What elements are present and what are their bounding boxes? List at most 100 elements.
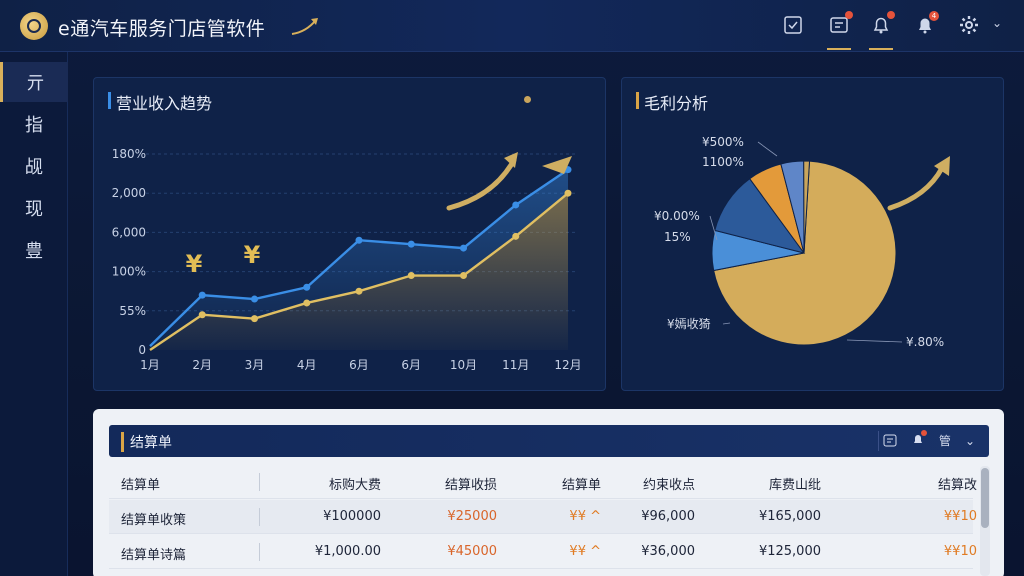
y-tick-label: 180% (112, 147, 146, 161)
sidebar: 亓 指 觇 现 豊 (0, 52, 68, 576)
trend-arrow-head (934, 156, 950, 176)
y-tick-label: 2,000 (112, 186, 146, 200)
table-cell: ¥36,000 (641, 544, 695, 559)
data-point (355, 236, 363, 244)
bell-badge (920, 430, 927, 436)
table-cell: ¥¥10 (943, 544, 977, 559)
yen-annotation: ¥ (244, 241, 261, 269)
table-cell: ¥25000 (447, 509, 497, 524)
leader-line (757, 141, 778, 157)
top-header: e通汽车服务门店管软件 4 ⌄ (0, 0, 1024, 52)
gear-icon[interactable] (958, 14, 980, 36)
data-point (251, 295, 258, 303)
table-scrollbar-thumb[interactable] (981, 468, 989, 528)
table-row[interactable]: 结算单收策 ¥100000 ¥25000 ¥¥ ^ ¥96,000 ¥165,000 ¥¥1… (109, 500, 977, 534)
x-tick-label: 10月 (450, 358, 477, 372)
pie-label: ¥.80% (906, 335, 944, 349)
table-cell: 结算单收策 (121, 513, 187, 528)
column-divider (259, 543, 260, 561)
table-header-row: 结算单 标购大费 结算收损 结算单 约束收点 库费山纰 结算改 (109, 465, 977, 499)
bell-icon[interactable] (911, 430, 927, 449)
chevron-down-icon[interactable]: ⌄ (992, 16, 1003, 30)
message-badge (845, 11, 853, 19)
pie-label: 15% (664, 230, 691, 244)
leader-line (709, 215, 718, 241)
sidebar-item-2[interactable]: 指 (25, 115, 43, 136)
x-tick-label: 6月 (401, 358, 421, 372)
table-cell: 结算单诗篇 (121, 548, 187, 563)
column-header: 结算改 (937, 478, 977, 493)
pie-label: ¥0.00% (654, 209, 700, 223)
column-header: 约束收点 (642, 478, 695, 493)
chevron-down-icon[interactable]: ⌄ (964, 433, 975, 448)
legend-dot (524, 96, 531, 103)
leader-line (722, 322, 731, 325)
x-tick-label: 2月 (192, 358, 212, 372)
data-point (564, 189, 572, 197)
yen-annotation: ¥ (186, 250, 203, 278)
table-header-extra: 管 (938, 434, 951, 448)
leader-line (846, 339, 903, 343)
table-cell: ¥¥ ^ (569, 509, 601, 524)
app-logo[interactable] (20, 12, 48, 40)
column-header: 结算单 (561, 478, 601, 493)
table-row[interactable]: 结算单诗篇 ¥1,000.00 ¥45000 ¥¥ ^ ¥36,000 ¥125,000 ¥… (109, 535, 977, 569)
pie-label: ¥500% (702, 135, 744, 149)
x-tick-label: 4月 (297, 358, 317, 372)
data-point (460, 244, 467, 252)
trend-arrow-shaft (446, 157, 517, 211)
column-divider (259, 473, 260, 491)
data-point (198, 291, 206, 299)
x-tick-label: 11月 (502, 358, 529, 372)
checkbox-icon[interactable] (782, 14, 804, 36)
y-tick-label: 6,000 (112, 225, 146, 239)
bell-badge (887, 11, 895, 19)
header-divider (878, 431, 879, 451)
notification-badge: 4 (929, 11, 939, 21)
revenue-panel: 营业收入趋势 0 55% 100% 6,000 2,000 180% 1月 2月 3月 4月 6月 6… (93, 77, 606, 391)
column-header: 结算收损 (444, 478, 497, 493)
data-point (251, 315, 258, 323)
sidebar-item-4[interactable]: 现 (25, 199, 43, 220)
sidebar-item-1[interactable]: 亓 (0, 62, 68, 102)
notification-icon[interactable]: 4 (914, 11, 939, 36)
data-point (407, 272, 415, 280)
message-icon[interactable] (828, 11, 853, 36)
x-tick-label: 1月 (140, 358, 160, 372)
trend-arrow-head-2 (542, 156, 572, 174)
table-cell: ¥¥10 (943, 509, 977, 524)
data-point (460, 272, 467, 280)
pie-slice (803, 160, 811, 254)
y-tick-label: 100% (112, 265, 146, 279)
table-cell: ¥¥ ^ (569, 544, 601, 559)
revenue-line-chart: 0 55% 100% 6,000 2,000 180% 1月 2月 3月 4月 6月 6月 10月 11月… (112, 147, 582, 372)
column-header: 库费山纰 (768, 478, 821, 493)
x-tick-label: 12月 (554, 358, 581, 372)
table-cell: ¥125,000 (758, 544, 821, 559)
column-divider (259, 508, 260, 526)
table-cell: ¥45000 (447, 544, 497, 559)
column-header: 结算单 (121, 478, 161, 493)
table-cell: ¥1,000.00 (314, 544, 381, 559)
x-tick-label: 3月 (245, 358, 265, 372)
pie-slice (713, 160, 897, 346)
table-header-actions: 管 ⌄ (883, 430, 975, 449)
logo-mark (27, 19, 41, 33)
data-point (512, 201, 520, 209)
message-icon[interactable] (883, 434, 897, 448)
trend-arrow-shaft (887, 165, 945, 211)
data-point (198, 311, 206, 319)
sidebar-item-5[interactable]: 豊 (25, 241, 43, 262)
data-point (407, 240, 415, 248)
profit-panel: 毛利分析 ¥500% 1100% ¥0.00% 15% ¥嫣收猗 ¥.80% (621, 77, 1004, 391)
table-cell: ¥96,000 (641, 509, 695, 524)
gold-series-area (150, 193, 568, 350)
pie-label: ¥嫣收猗 (667, 317, 711, 331)
sidebar-item-3[interactable]: 觇 (25, 157, 43, 178)
y-tick-label: 0 (138, 343, 146, 357)
pie-label: 1100% (702, 155, 744, 169)
bell-icon[interactable] (870, 11, 895, 36)
column-header: 标购大费 (328, 478, 381, 493)
profit-pie-chart: ¥500% 1100% ¥0.00% 15% ¥嫣收猗 ¥.80% (654, 135, 950, 349)
data-point (355, 287, 363, 295)
